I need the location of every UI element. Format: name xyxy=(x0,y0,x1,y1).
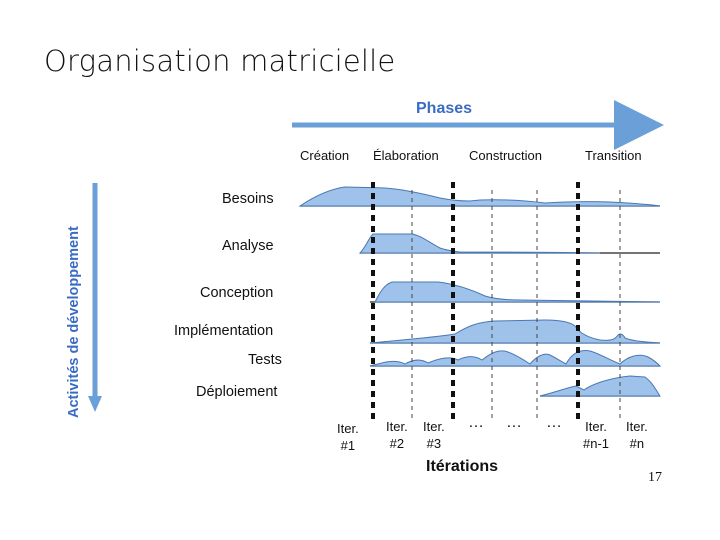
iteration-2: Iter. #2 xyxy=(386,419,408,451)
activity-tests: Tests xyxy=(248,352,282,368)
curve-deploiement xyxy=(539,375,661,397)
ellipsis-3: … xyxy=(546,414,564,431)
activity-implementation: Implémentation xyxy=(174,323,274,339)
iterations-label: Itérations xyxy=(426,458,499,475)
curve-implementation xyxy=(369,319,661,344)
phase-transition: Transition xyxy=(585,148,642,163)
phase-boundaries xyxy=(371,182,580,422)
curve-besoins xyxy=(298,186,661,207)
ellipsis-2: … xyxy=(506,414,524,431)
iteration-3: Iter. #3 xyxy=(423,419,445,451)
activity-analyse: Analyse xyxy=(222,238,274,254)
curve-analyse xyxy=(358,233,601,254)
ellipsis-1: … xyxy=(468,414,486,431)
iteration-boundaries xyxy=(411,190,621,420)
page-number: 17 xyxy=(648,470,662,485)
phase-elaboration: Élaboration xyxy=(373,148,439,163)
slide-title: Organisation matricielle xyxy=(44,44,396,78)
iteration-1: Iter. #1 xyxy=(337,421,359,453)
iteration-n-minus-1: Iter. #n-1 xyxy=(583,419,610,451)
curve-tests xyxy=(369,350,662,367)
activity-deploiement: Déploiement xyxy=(196,384,278,400)
curve-conception xyxy=(374,281,661,303)
activities-axis-label: Activités de développement xyxy=(66,226,82,418)
iteration-n: Iter. #n xyxy=(626,419,648,451)
phases-label: Phases xyxy=(416,100,473,117)
activity-conception: Conception xyxy=(200,285,274,301)
phase-creation: Création xyxy=(300,148,350,163)
phase-construction: Construction xyxy=(469,148,542,163)
activity-besoins: Besoins xyxy=(222,191,274,207)
activities-arrow-head xyxy=(88,396,102,412)
